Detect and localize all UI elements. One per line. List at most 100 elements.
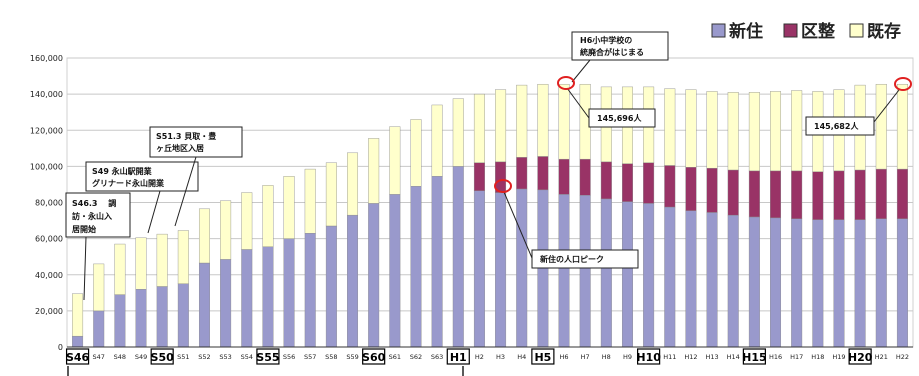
bar-segment-kusei — [664, 165, 676, 208]
highlight-circle — [494, 179, 512, 193]
x-tick-label: S56 — [283, 353, 295, 361]
x-tick-label: S51 — [177, 353, 189, 361]
bar-segment-shinju — [220, 259, 232, 348]
bar-segment-shinju — [600, 198, 612, 348]
annotation-line: グリナード永山開業 — [92, 178, 165, 188]
annotation-box — [65, 192, 131, 238]
bar-segment-shinju — [621, 201, 633, 348]
bar-segment-kison — [685, 89, 697, 168]
x-tick-label: H14 — [727, 353, 740, 361]
bar-segment-kison — [241, 192, 253, 250]
annotation-box — [531, 249, 639, 269]
x-tick-box — [848, 348, 872, 365]
bar-segment-kison — [537, 83, 549, 157]
bar-segment-kusei — [516, 157, 528, 190]
bar-segment-kison — [875, 83, 887, 170]
bar-segment-kison — [262, 185, 274, 247]
bar-segment-kusei — [495, 161, 507, 193]
bar-segment-kison — [114, 243, 126, 295]
bar-segment-kusei — [643, 162, 655, 204]
x-axis-ticks: S46 S47 S48 S49 S50 S51 S52 S53 S54 S55 S56 S57 S58 S… — [65, 348, 909, 365]
bar-segment-shinju — [135, 289, 147, 348]
x-tick-label: S53 — [219, 353, 231, 361]
bar-segment-kison — [452, 98, 464, 167]
x-tick-label: H15 — [742, 351, 767, 364]
x-tick-label: S47 — [93, 353, 105, 361]
x-tick-label: S48 — [114, 353, 126, 361]
annotation-line: 新住の人口ピーク — [540, 254, 604, 264]
bar-segment-kusei — [685, 167, 697, 211]
bar-segment-shinju — [410, 186, 422, 348]
legend-label-kison: 既存 — [867, 21, 901, 42]
bar-segment-kison — [706, 91, 718, 169]
bar-segment-kison — [156, 233, 168, 287]
bar-segment-kusei — [537, 156, 549, 191]
bar-segment-kison — [347, 152, 359, 216]
bar-segment-shinju — [114, 294, 126, 348]
bar-segment-kison — [72, 293, 84, 337]
bar-segment-kusei — [473, 162, 485, 191]
bar-segment-shinju — [664, 206, 676, 348]
bar-segment-kison — [473, 93, 485, 163]
bar-segment-kison — [516, 84, 528, 158]
bar-segment-kison — [389, 126, 401, 195]
x-tick-label: S49 — [135, 353, 147, 361]
bar-segment-shinju — [283, 238, 295, 348]
annotation-leader — [147, 190, 161, 234]
bar-segment-kusei — [833, 170, 845, 220]
x-tick-box — [637, 348, 661, 365]
annotation-leader — [571, 59, 591, 83]
annotation-box — [85, 161, 199, 192]
x-tick-label: H22 — [896, 353, 909, 361]
x-tick-label: S59 — [346, 353, 358, 361]
annotation-line: S46.3 調 — [72, 198, 116, 208]
bar-segment-shinju — [495, 192, 507, 348]
bar-segment-shinju — [896, 218, 908, 348]
x-tick-label: H2 — [475, 353, 484, 361]
y-tick-label: 20,000 — [35, 307, 63, 316]
bar-segment-kison — [727, 92, 739, 171]
x-tick-label: S50 — [151, 351, 175, 364]
legend: 新住 区整 既存 — [711, 21, 901, 42]
annotation-line: H6小中学校の — [580, 35, 632, 45]
bar-segment-shinju — [93, 310, 105, 348]
bar-segment-shinju — [706, 212, 718, 348]
annotation-s51: S51.3 貝取・豊 ヶ丘地区入居 — [149, 126, 243, 227]
x-tick-label: S63 — [431, 353, 443, 361]
x-tick-label: H20 — [848, 351, 873, 364]
x-tick-label: H12 — [684, 353, 697, 361]
annotation-leader — [566, 87, 590, 119]
bar-segment-shinju — [368, 203, 380, 348]
bar-segment-shinju — [833, 219, 845, 348]
bar-segment-shinju — [748, 216, 760, 348]
y-tick-label: 120,000 — [30, 126, 63, 135]
x-tick-box — [65, 348, 90, 365]
annotation-s49: S49 永山駅開業 グリナード永山開業 — [85, 161, 199, 234]
annotation-line: S51.3 貝取・豊 — [156, 131, 216, 141]
x-tick-label: H10 — [636, 351, 661, 364]
x-tick-label: H3 — [496, 353, 505, 361]
x-tick-label: H11 — [663, 353, 676, 361]
y-tick-label: 100,000 — [30, 162, 63, 171]
x-tick-label: H5 — [534, 351, 551, 364]
bar-segment-shinju — [198, 262, 210, 348]
x-tick-label: H18 — [811, 353, 824, 361]
x-tick-label: S52 — [198, 353, 210, 361]
annotation-line: 居開始 — [72, 224, 96, 234]
bar-segment-shinju — [812, 219, 824, 348]
x-tick-label: S61 — [389, 353, 401, 361]
legend-swatch-kison — [849, 23, 864, 38]
bar-segment-kison — [325, 162, 337, 227]
bar-segment-kison — [198, 208, 210, 264]
y-tick-label: 80,000 — [35, 199, 63, 208]
bar-segment-kison — [748, 92, 760, 172]
annotation-s46: S46.3 調 訪・永山入 居開始 — [65, 192, 131, 301]
x-tick-label: S46 — [66, 351, 90, 364]
bar-segment-kusei — [600, 161, 612, 200]
y-tick-label: 0 — [58, 343, 63, 352]
x-tick-label: H17 — [790, 353, 803, 361]
bar-segment-shinju — [325, 225, 337, 348]
x-tick-label: S57 — [304, 353, 316, 361]
bar-segment-kusei — [706, 167, 718, 213]
